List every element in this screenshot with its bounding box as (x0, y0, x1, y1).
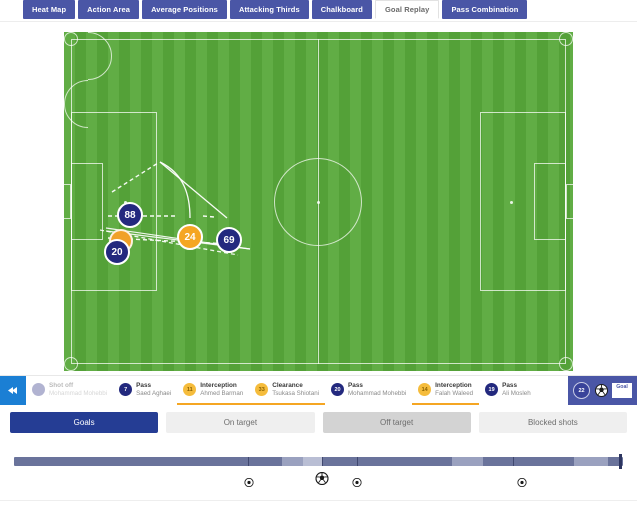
football-pitch[interactable] (64, 32, 573, 371)
scrub-tick (513, 457, 515, 466)
analysis-tab-bar: Heat Map Action Area Average Positions A… (0, 0, 637, 22)
event-item[interactable]: 20 Pass Mohammad Mohebbi (325, 376, 412, 405)
filter-goals[interactable]: Goals (10, 411, 159, 433)
pitch-container: 88 20 24 69 (0, 22, 637, 375)
centre-spot (317, 201, 320, 204)
rewind-icon (8, 387, 17, 394)
event-item[interactable]: 33 Clearance Tsukasa Shiotani (249, 376, 326, 405)
event-item[interactable]: 7 Pass Saed Aghaei (113, 376, 177, 405)
scrub-segment (574, 457, 608, 466)
event-list[interactable]: Shot off Mohammad Mohebbi 7 Pass Saed Ag… (26, 376, 568, 405)
event-player-name: Tsukasa Shiotani (272, 389, 320, 397)
scrub-tick (248, 457, 250, 466)
event-player-badge: 11 (183, 383, 197, 396)
player-marker-20[interactable]: 20 (104, 239, 130, 265)
event-player-name: Falah Waleed (435, 389, 474, 397)
rewind-button[interactable] (0, 376, 26, 405)
event-player-name: Saed Aghaei (136, 389, 172, 397)
left-goal (64, 184, 71, 219)
shot-filter-group: Goals On target Off target Blocked shots (0, 410, 637, 434)
event-player-badge (32, 383, 45, 396)
scrub-segment (303, 457, 322, 466)
event-player-name: Mohammad Mohebbi (49, 389, 108, 397)
tab-heat-map[interactable]: Heat Map (23, 0, 76, 19)
filter-blocked-shots[interactable]: Blocked shots (478, 411, 627, 433)
timeline-ball-marker[interactable] (244, 474, 254, 488)
player-marker-24[interactable]: 24 (177, 224, 203, 250)
replay-controls: 22 Goal (568, 376, 637, 405)
event-type: Clearance (272, 382, 303, 390)
tab-average-positions[interactable]: Average Positions (142, 0, 227, 19)
event-type: Interception (435, 382, 472, 390)
event-timeline-bar: Shot off Mohammad Mohebbi 7 Pass Saed Ag… (0, 375, 637, 405)
filter-off-target[interactable]: Off target (322, 411, 471, 433)
scrub-track[interactable] (14, 454, 623, 469)
right-goal (566, 184, 573, 219)
timeline-ball-marker[interactable] (352, 474, 362, 488)
goal-label-button[interactable]: Goal (612, 383, 632, 398)
player-marker-88[interactable]: 88 (117, 202, 143, 228)
event-player-name: Ali Mosleh (502, 389, 531, 397)
tab-goal-replay[interactable]: Goal Replay (374, 0, 440, 19)
match-scrub-timeline[interactable] (0, 440, 637, 495)
right-penalty-spot (510, 201, 513, 204)
event-item[interactable]: 14 Interception Falah Waleed (412, 376, 480, 405)
tab-action-area[interactable]: Action Area (78, 0, 140, 19)
tab-chalkboard[interactable]: Chalkboard (311, 0, 372, 19)
event-player-badge: 14 (418, 383, 432, 396)
event-type: Pass (348, 382, 363, 390)
event-type: Pass (502, 382, 518, 390)
corner-arc-bottom-right (559, 357, 573, 371)
bottom-divider (0, 500, 637, 501)
event-player-badge: 19 (485, 383, 499, 396)
event-player-badge: 7 (119, 383, 133, 396)
timeline-ball-marker[interactable] (517, 474, 527, 488)
event-player-badge: 20 (331, 383, 345, 396)
event-type: Interception (200, 382, 237, 390)
event-item[interactable]: Shot off Mohammad Mohebbi (26, 376, 113, 405)
event-item[interactable]: 11 Interception Ahmed Barman (177, 376, 250, 405)
player-marker-69[interactable]: 69 (216, 227, 242, 253)
scrub-tick (356, 457, 358, 466)
event-player-name: Ahmed Barman (200, 389, 244, 397)
right-six-yard-box (534, 163, 566, 240)
filter-on-target[interactable]: On target (166, 411, 315, 433)
tab-attacking-thirds[interactable]: Attacking Thirds (229, 0, 309, 19)
event-player-name: Mohammad Mohebbi (348, 389, 407, 397)
scrub-segment (281, 457, 304, 466)
event-count-badge[interactable]: 22 (573, 382, 590, 399)
left-six-yard-box (71, 163, 103, 240)
event-player-badge: 33 (255, 383, 269, 396)
corner-arc-top-right (559, 32, 573, 46)
tab-pass-combination[interactable]: Pass Combination (442, 0, 528, 19)
scrub-end-marker (619, 454, 623, 469)
event-type: Pass (136, 382, 152, 390)
event-type: Shot off (49, 382, 74, 390)
timeline-ball-marker-current[interactable] (315, 471, 329, 486)
corner-arc-top-left (64, 32, 78, 46)
event-item[interactable]: 19 Pass Ali Mosleh (479, 376, 537, 405)
football-icon[interactable] (594, 384, 608, 398)
centre-circle (274, 158, 362, 246)
scrub-tick (322, 457, 324, 466)
scrub-segment (452, 457, 483, 466)
tab-bar-divider (0, 21, 637, 22)
corner-arc-bottom-left (64, 357, 78, 371)
